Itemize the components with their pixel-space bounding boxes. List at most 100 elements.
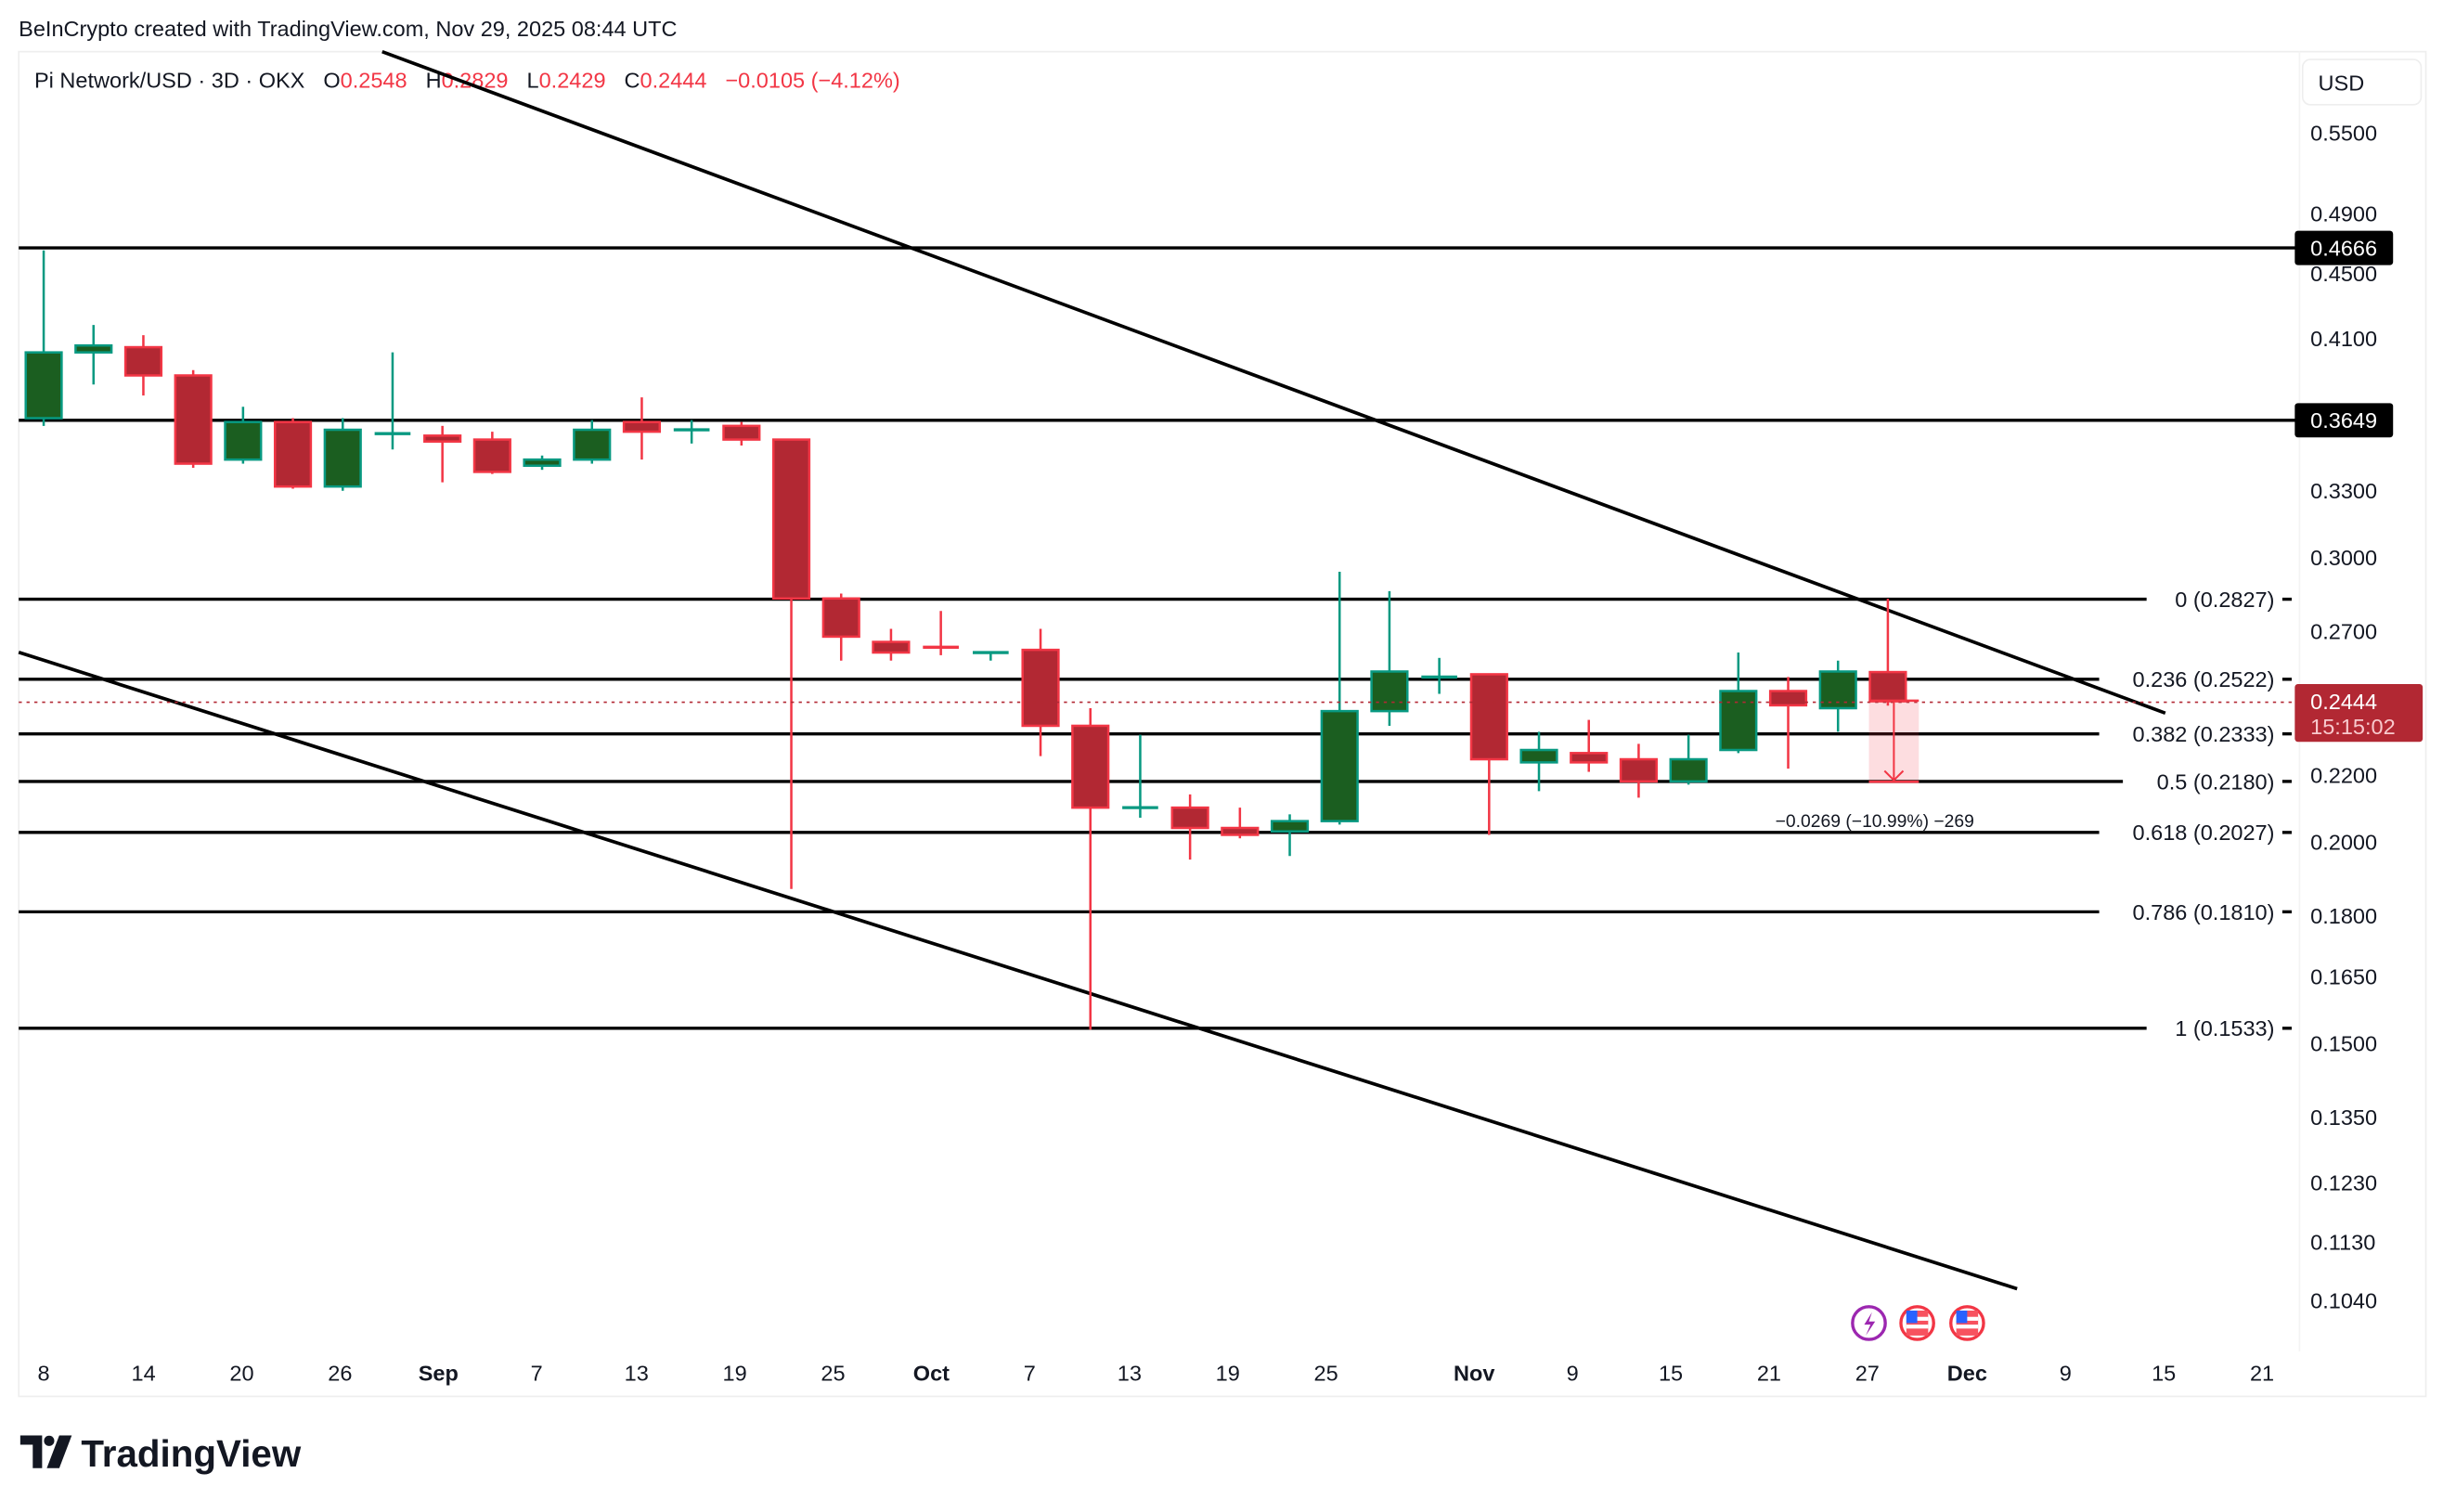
time-tick: 15 [1659,1362,1683,1386]
time-tick: 27 [1855,1362,1880,1386]
time-tick: 15 [2152,1362,2176,1386]
time-tick: Dec [1947,1362,1987,1386]
bar-countdown: 15:15:02 [2310,715,2396,739]
candle[interactable] [1122,734,1158,818]
candles [24,250,1907,1030]
candle[interactable] [722,421,761,446]
candle[interactable] [771,438,811,889]
price-badge [2294,230,2394,265]
high-value: 0.2829 [442,68,509,92]
candle[interactable] [973,651,1009,661]
tradingview-logo[interactable]: TradingView [19,1432,302,1475]
candle[interactable] [24,250,63,426]
price-tick: 0.1800 [2310,904,2377,928]
candle[interactable] [1469,673,1508,835]
candle[interactable] [1021,628,1060,756]
candle[interactable] [1519,731,1558,792]
close-value: 0.2444 [640,68,707,92]
candle[interactable] [673,420,710,444]
change-value: −0.0105 (−4.12%) [725,68,899,92]
candle[interactable] [374,352,411,450]
candle[interactable] [923,611,959,655]
time-tick: 25 [821,1362,845,1386]
chart-frame [18,50,2427,1398]
price-tick: 0.2200 [2310,763,2377,787]
candle[interactable] [1619,743,1659,798]
time-tick: 7 [531,1362,543,1386]
open-value: 0.2548 [341,68,407,92]
time-tick: 14 [132,1362,156,1386]
svg-text:USD: USD [2319,71,2365,96]
candle[interactable] [423,425,462,483]
candle[interactable] [821,593,860,661]
horizontal-levels [19,246,2300,422]
time-axis[interactable]: 8 14 20 26 Sep 7 13 19 25 Oct 7 13 19 25 Nov 9 15 21 27 Dec… [38,1362,2275,1386]
candle[interactable] [1818,660,1857,732]
us-flag-icon[interactable] [1899,1305,1935,1341]
lightning-icon[interactable] [1851,1305,1887,1341]
candle[interactable] [1868,599,1907,706]
price-tick: 0.4500 [2310,262,2377,286]
candle[interactable] [1270,814,1310,857]
time-tick: Nov [1454,1362,1494,1386]
candle[interactable] [1669,734,1708,785]
time-tick: Oct [913,1362,950,1386]
measure-label: −0.0269 (−10.99%) −269 [1776,812,1974,832]
price-axis[interactable]: 0.5500 0.4900 0.4500 0.4100 0.3300 0.3000 0.27… [2294,121,2424,1312]
price-tick: 0.4100 [2310,327,2377,351]
fib-level-label: 0.786 (0.1810) [2133,900,2275,924]
time-tick: 20 [229,1362,253,1386]
currency-button[interactable]: USD [2301,58,2423,106]
candle[interactable] [224,407,263,464]
price-tick: 0.2000 [2310,830,2377,854]
candle[interactable] [872,628,911,661]
time-tick: 19 [1216,1362,1240,1386]
price-range-measure[interactable]: −0.0269 (−10.99%) −269 [1776,699,1974,832]
last-price-value: 0.2444 [2310,690,2377,714]
candle[interactable] [74,325,113,385]
candle[interactable] [1170,794,1209,860]
upper-trendline[interactable] [381,49,2166,716]
candle[interactable] [123,335,163,396]
candle[interactable] [273,418,313,489]
candle[interactable] [523,455,562,471]
price-tick: 0.3300 [2310,479,2377,503]
price-tick: 0.3000 [2310,546,2377,570]
price-tick: 0.1650 [2310,965,2377,989]
price-badge [2294,403,2394,438]
candle[interactable] [174,369,213,468]
credit-text: BeInCrypto created with TradingView.com,… [19,17,677,41]
price-tick: 0.1040 [2310,1288,2377,1312]
candle[interactable] [1570,719,1609,772]
us-flag-icon[interactable] [1949,1305,1985,1341]
time-tick: 13 [1118,1362,1142,1386]
price-tick: 0.4900 [2310,202,2377,226]
price-tick: 0.1230 [2310,1171,2377,1195]
trendlines [18,49,2166,1291]
time-tick: 21 [1757,1362,1781,1386]
price-tick: 0.2700 [2310,620,2377,644]
candle[interactable] [1320,571,1359,825]
time-tick: 8 [38,1362,50,1386]
candle[interactable] [1421,657,1457,694]
time-tick: 26 [328,1362,352,1386]
brand-name: TradingView [81,1432,301,1475]
candle[interactable] [1071,707,1110,1030]
candle[interactable] [573,420,612,464]
candle[interactable] [1719,653,1758,754]
symbol-legend: Pi Network/USD · 3D · OKX O0.2548 H0.282… [34,68,900,92]
candle[interactable] [1370,590,1409,726]
time-tick: 25 [1314,1362,1338,1386]
candle[interactable] [472,432,511,474]
candle[interactable] [323,418,362,491]
low-value: 0.2429 [539,68,606,92]
candle[interactable] [622,397,662,460]
time-tick: 19 [723,1362,747,1386]
price-badge-label: 0.4666 [2310,237,2377,261]
fib-level-label: 1 (0.1533) [2175,1016,2274,1040]
fib-level-label: 0.618 (0.2027) [2133,821,2275,845]
lower-trendline[interactable] [18,650,2018,1291]
candle[interactable] [1221,808,1260,839]
